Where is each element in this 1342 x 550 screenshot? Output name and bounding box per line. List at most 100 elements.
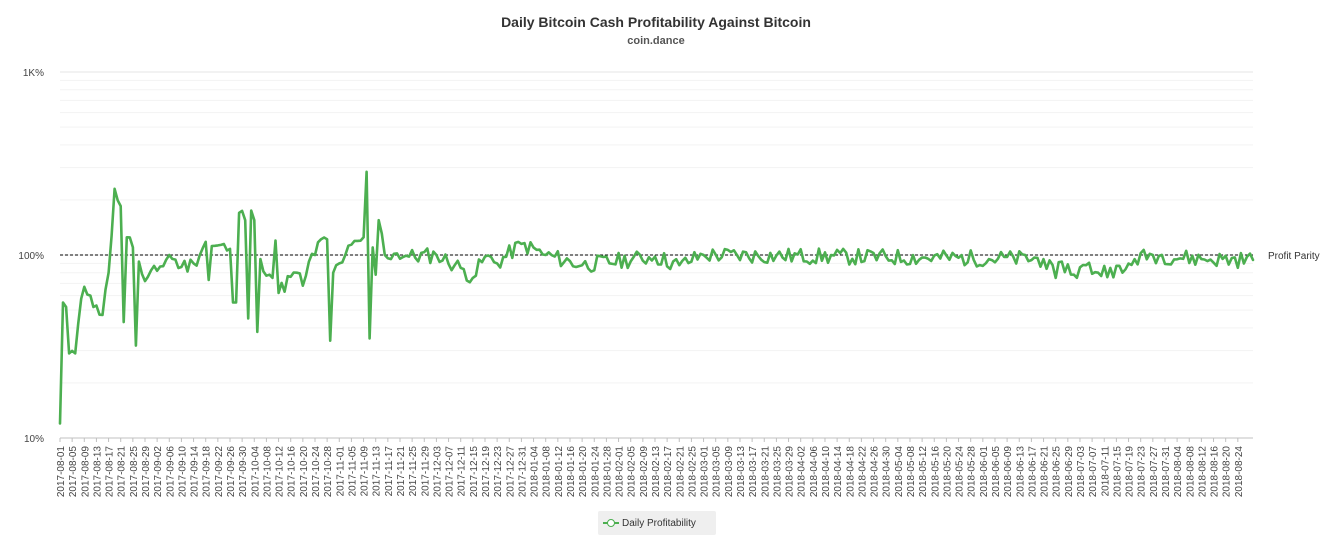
x-tick-label: 2018-07-23 (1137, 446, 1148, 498)
x-tick-label: 2018-06-17 (1027, 446, 1038, 498)
x-tick-label: 2018-01-16 (566, 446, 577, 498)
x-tick-label: 2018-06-05 (991, 446, 1002, 498)
x-tick-label: 2017-12-27 (505, 446, 516, 498)
x-tick-label: 2017-08-21 (117, 446, 128, 498)
x-tick-label: 2018-05-04 (894, 446, 905, 498)
x-tick-label: 2018-03-25 (772, 446, 783, 498)
x-tick-label: 2018-06-09 (1003, 446, 1014, 498)
x-tick-label: 2018-07-07 (1088, 446, 1099, 498)
x-tick-label: 2017-08-25 (129, 446, 140, 498)
x-tick-label: 2018-05-28 (967, 446, 978, 498)
x-tick-label: 2017-08-17 (105, 446, 116, 498)
x-tick-label: 2018-06-13 (1015, 446, 1026, 498)
x-tick-label: 2018-05-16 (930, 446, 941, 498)
chart-title: Daily Bitcoin Cash Profitability Against… (501, 14, 811, 30)
x-tick-label: 2018-08-04 (1173, 446, 1184, 498)
x-tick-label: 2018-01-24 (590, 446, 601, 498)
x-tick-label: 2018-02-09 (639, 446, 650, 498)
x-tick-label: 2018-05-08 (906, 446, 917, 498)
x-tick-label: 2018-07-03 (1076, 446, 1087, 498)
x-tick-label: 2018-04-06 (809, 446, 820, 498)
x-tick-label: 2017-09-02 (153, 446, 164, 498)
y-tick-label: 100% (18, 251, 44, 262)
x-tick-label: 2017-12-07 (445, 446, 456, 498)
x-tick-label: 2017-11-13 (372, 446, 383, 497)
x-tick-label: 2017-10-24 (311, 446, 322, 498)
x-tick-label: 2017-12-03 (432, 446, 443, 498)
x-tick-label: 2017-09-14 (190, 446, 201, 498)
x-tick-label: 2018-01-20 (578, 446, 589, 498)
x-tick-label: 2018-06-21 (1040, 446, 1051, 498)
chart-subtitle: coin.dance (627, 35, 684, 47)
x-tick-label: 2018-02-05 (627, 446, 638, 498)
x-tick-label: 2018-03-01 (700, 446, 711, 498)
y-axis-ticks: 10% 100% 1K% (18, 68, 44, 445)
legend-marker-icon (603, 518, 619, 528)
x-tick-label: 2018-08-20 (1222, 446, 1233, 498)
x-tick-label: 2018-07-31 (1161, 446, 1172, 498)
x-axis-ticks: 2017-08-01 2017-08-05 2017-08-09 2017-08-13… (56, 438, 1245, 497)
x-tick-label: 2018-03-13 (736, 446, 747, 498)
x-tick-label: 2017-11-29 (420, 446, 431, 497)
x-tick-label: 2018-04-22 (857, 446, 868, 498)
legend-label: Daily Profitability (622, 517, 696, 529)
x-tick-label: 2018-03-17 (748, 446, 759, 498)
x-tick-label: 2017-10-12 (275, 446, 286, 498)
x-tick-label: 2017-12-23 (493, 446, 504, 498)
y-tick-label: 1K% (23, 68, 44, 79)
x-tick-label: 2018-06-01 (979, 446, 990, 498)
x-tick-label: 2018-01-08 (542, 446, 553, 498)
x-tick-label: 2017-12-11 (457, 446, 468, 497)
x-tick-label: 2017-11-17 (384, 446, 395, 497)
x-tick-label: 2018-08-08 (1185, 446, 1196, 498)
x-tick-label: 2018-08-12 (1197, 446, 1208, 498)
x-tick-label: 2018-04-10 (821, 446, 832, 498)
x-tick-label: 2017-11-01 (335, 446, 346, 497)
x-tick-label: 2017-11-25 (408, 446, 419, 497)
x-tick-label: 2018-04-26 (870, 446, 881, 498)
x-tick-label: 2017-09-30 (238, 446, 249, 498)
x-tick-label: 2018-08-16 (1210, 446, 1221, 498)
x-tick-label: 2018-03-09 (724, 446, 735, 498)
x-tick-label: 2018-04-14 (833, 446, 844, 498)
x-tick-label: 2017-10-20 (299, 446, 310, 498)
x-tick-label: 2018-07-11 (1100, 446, 1111, 497)
x-tick-label: 2018-03-05 (712, 446, 723, 498)
x-tick-label: 2017-08-29 (141, 446, 152, 498)
x-tick-label: 2018-02-13 (651, 446, 662, 498)
x-tick-label: 2017-11-21 (396, 446, 407, 497)
x-tick-label: 2017-12-19 (481, 446, 492, 498)
x-tick-label: 2018-04-02 (797, 446, 808, 498)
x-tick-label: 2018-04-18 (845, 446, 856, 498)
x-tick-label: 2017-11-05 (347, 446, 358, 497)
x-tick-label: 2018-08-24 (1234, 446, 1245, 498)
y-tick-label: 10% (24, 434, 44, 445)
x-tick-label: 2017-08-05 (68, 446, 79, 498)
legend-item-daily-profitability[interactable]: Daily Profitability (598, 511, 716, 535)
x-tick-label: 2017-09-06 (165, 446, 176, 498)
x-tick-label: 2018-05-20 (942, 446, 953, 498)
x-tick-label: 2017-10-16 (287, 446, 298, 498)
series-line-daily-profitability[interactable] (58, 170, 1255, 425)
x-tick-label: 2017-10-08 (262, 446, 273, 498)
x-tick-label: 2017-10-28 (323, 446, 334, 498)
x-tick-label: 2018-01-12 (554, 446, 565, 498)
x-tick-label: 2018-01-28 (602, 446, 613, 498)
x-tick-label: 2018-06-29 (1064, 446, 1075, 498)
x-tick-label: 2018-07-27 (1149, 446, 1160, 498)
x-tick-label: 2018-02-01 (615, 446, 626, 498)
x-tick-label: 2017-09-18 (202, 446, 213, 498)
x-tick-label: 2017-12-31 (517, 446, 528, 498)
x-tick-label: 2018-03-29 (785, 446, 796, 498)
x-tick-label: 2018-02-25 (687, 446, 698, 498)
x-tick-label: 2017-10-04 (250, 446, 261, 498)
x-tick-label: 2018-07-15 (1112, 446, 1123, 498)
x-tick-label: 2018-02-17 (663, 446, 674, 498)
x-tick-label: 2017-09-22 (214, 446, 225, 498)
x-tick-label: 2017-08-09 (80, 446, 91, 498)
x-tick-label: 2018-05-24 (955, 446, 966, 498)
profit-parity-label: Profit Parity (1268, 251, 1320, 262)
x-tick-label: 2017-11-09 (360, 446, 371, 497)
x-tick-label: 2017-12-15 (469, 446, 480, 498)
x-tick-label: 2017-08-01 (56, 446, 67, 498)
